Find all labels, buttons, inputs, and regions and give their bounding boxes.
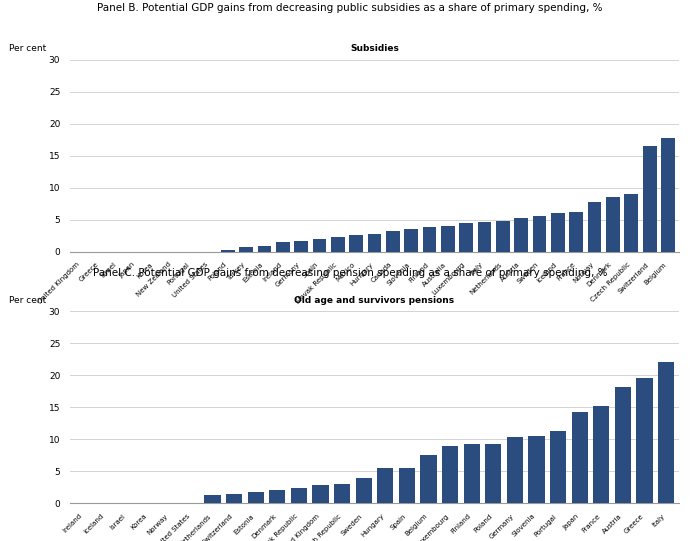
- Text: Old age and survivors pensions: Old age and survivors pensions: [295, 296, 454, 305]
- Bar: [270, 490, 286, 503]
- Bar: [368, 234, 382, 252]
- Bar: [615, 387, 631, 503]
- Bar: [477, 222, 491, 252]
- Text: Subsidies: Subsidies: [350, 44, 399, 53]
- Bar: [258, 246, 272, 252]
- Bar: [593, 406, 610, 503]
- Bar: [550, 431, 566, 503]
- Bar: [572, 412, 588, 503]
- Bar: [290, 489, 307, 503]
- Bar: [294, 241, 308, 252]
- Bar: [533, 216, 547, 252]
- Text: Per cent: Per cent: [9, 296, 46, 305]
- Bar: [377, 468, 393, 503]
- Bar: [421, 455, 437, 503]
- Bar: [399, 468, 415, 503]
- Bar: [514, 218, 528, 252]
- Bar: [636, 378, 652, 503]
- Bar: [276, 242, 290, 252]
- Bar: [485, 444, 501, 503]
- Bar: [248, 492, 264, 503]
- Bar: [588, 202, 601, 252]
- Bar: [606, 196, 620, 252]
- Bar: [569, 212, 583, 252]
- Text: Per cent: Per cent: [9, 44, 46, 53]
- Bar: [658, 362, 674, 503]
- Bar: [441, 226, 455, 252]
- Bar: [423, 227, 436, 252]
- Bar: [226, 493, 242, 503]
- Text: Panel C. Potential GDP gains from decreasing pension spending as a share of prim: Panel C. Potential GDP gains from decrea…: [92, 268, 608, 278]
- Bar: [624, 194, 638, 252]
- Bar: [221, 249, 234, 252]
- Bar: [405, 229, 418, 252]
- Text: Panel B. Potential GDP gains from decreasing public subsidies as a share of prim: Panel B. Potential GDP gains from decrea…: [97, 3, 603, 12]
- Bar: [551, 213, 565, 252]
- Bar: [334, 484, 350, 503]
- Bar: [349, 235, 363, 252]
- Bar: [496, 221, 510, 252]
- Bar: [463, 444, 480, 503]
- Bar: [528, 436, 545, 503]
- Bar: [313, 239, 326, 252]
- Bar: [386, 231, 400, 252]
- Bar: [643, 146, 657, 252]
- Bar: [331, 237, 344, 252]
- Bar: [239, 247, 253, 252]
- Bar: [459, 223, 473, 252]
- Bar: [507, 437, 523, 503]
- Bar: [312, 485, 328, 503]
- Bar: [204, 496, 220, 503]
- Bar: [356, 478, 372, 503]
- Bar: [442, 446, 458, 503]
- Bar: [661, 138, 675, 252]
